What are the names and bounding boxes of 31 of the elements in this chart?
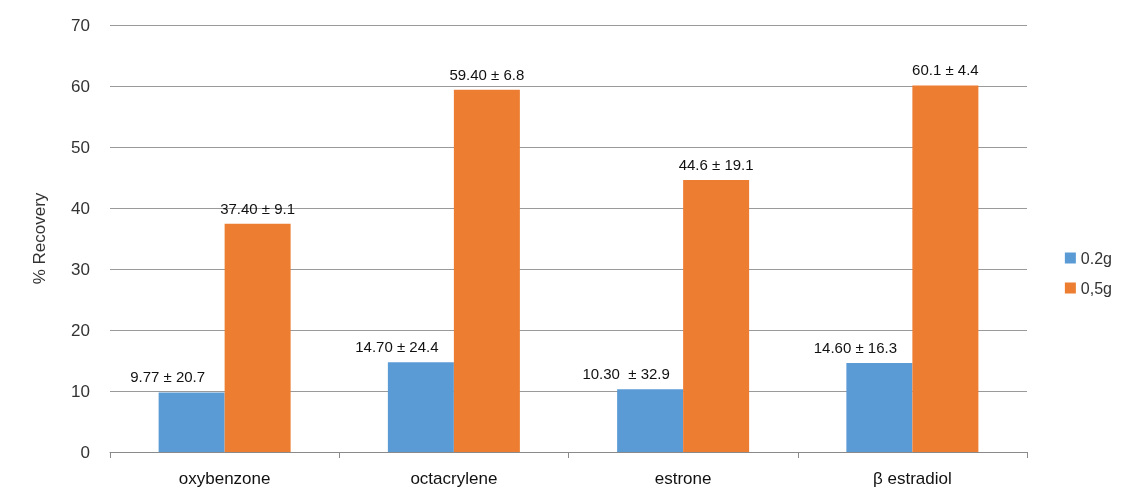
bar — [453, 89, 520, 452]
data-label: 59.40 ± 6.8 — [449, 65, 525, 83]
bar — [158, 392, 225, 452]
y-tick-label: 50 — [71, 137, 90, 157]
data-label: 14.70 ± 24.4 — [355, 338, 439, 356]
bar — [912, 85, 979, 452]
data-label: 10.30 ± 32.9 — [582, 365, 670, 383]
y-tick-label: 0 — [80, 442, 90, 462]
y-axis-title: % Recovery — [30, 192, 49, 285]
data-label: 37.40 ± 9.1 — [220, 199, 296, 217]
legend-label: 0.2g — [1080, 249, 1112, 267]
data-label: 60.1 ± 4.4 — [912, 61, 979, 79]
bar — [683, 179, 750, 452]
y-tick-label: 20 — [71, 320, 90, 340]
x-tick-label: β estradiol — [872, 469, 952, 488]
legend-label: 0,5g — [1080, 279, 1112, 297]
bar — [846, 362, 913, 452]
y-tick-label: 10 — [71, 381, 90, 401]
bar — [617, 389, 684, 452]
y-tick-label: 30 — [71, 259, 90, 279]
data-label: 44.6 ± 19.1 — [678, 155, 754, 173]
bar — [224, 223, 291, 452]
y-tick-label: 70 — [71, 15, 90, 35]
x-tick-label: oxybenzone — [178, 469, 271, 488]
bar — [387, 362, 454, 452]
data-label: 9.77 ± 20.7 — [130, 368, 206, 386]
x-tick-label: octacrylene — [410, 469, 498, 488]
x-tick-label: estrone — [654, 469, 712, 488]
y-tick-label: 40 — [71, 198, 90, 218]
data-label: 14.60 ± 16.3 — [813, 338, 898, 356]
y-tick-label: 60 — [71, 76, 90, 96]
